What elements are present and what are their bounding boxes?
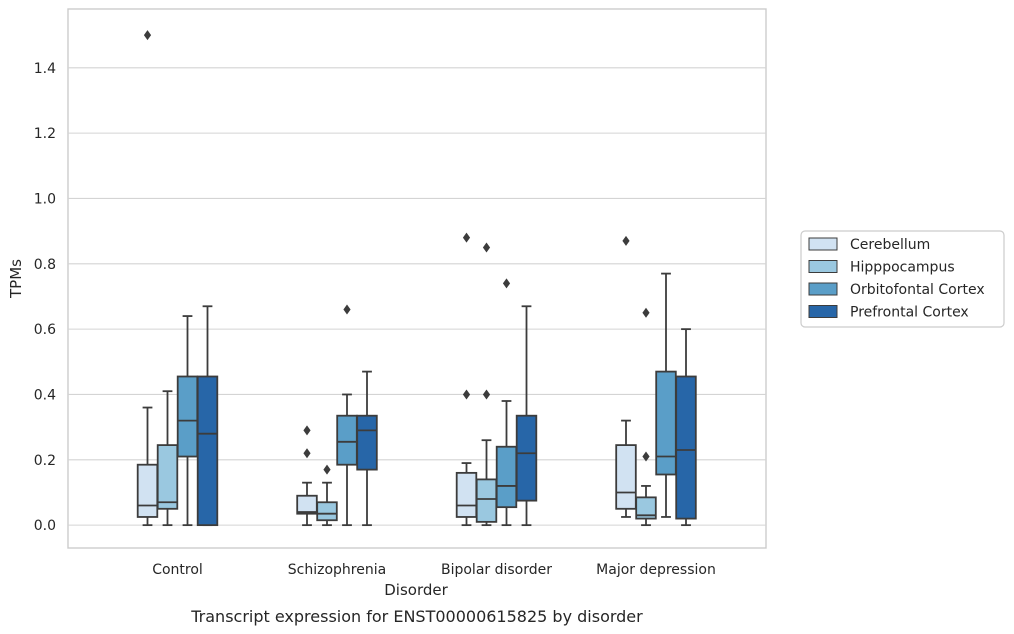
outlier-point bbox=[323, 464, 331, 475]
legend-frame bbox=[800, 230, 1005, 328]
outlier-point bbox=[143, 30, 152, 41]
y-tick-label: 0.2 bbox=[34, 453, 56, 469]
x-axis-ticks: Control Schizophrenia Bipolar disorder Majo… bbox=[152, 562, 716, 578]
x-axis-title: Disorder bbox=[384, 581, 448, 599]
y-tick-label: 1.2 bbox=[34, 126, 56, 142]
box-iqr bbox=[356, 414, 378, 471]
y-tick-label: 0.6 bbox=[34, 322, 56, 338]
box-iqr bbox=[316, 501, 338, 522]
legend-item: Orbitofontal Cortex bbox=[808, 282, 985, 298]
box-iqr bbox=[495, 445, 518, 509]
y-axis-title: TPMs bbox=[7, 259, 25, 299]
legend-item: Hipppocampus bbox=[808, 260, 955, 276]
legend-label: Cerebellum bbox=[850, 237, 930, 253]
legend-item: Cerebellum bbox=[808, 237, 930, 253]
box-prefrontal-cortex-4 bbox=[675, 328, 697, 527]
box-iqr bbox=[475, 478, 498, 523]
y-axis-ticks: 0.0 0.2 0.4 0.6 0.8 1.0 1.2 1.4 bbox=[34, 61, 56, 534]
plot-area bbox=[67, 8, 767, 549]
box-prefrontal-cortex-3 bbox=[515, 305, 538, 527]
box-hipppocampus-4 bbox=[635, 307, 657, 527]
box-iqr bbox=[675, 375, 697, 520]
box-hipppocampus-2 bbox=[316, 464, 338, 527]
x-tick-label: Control bbox=[152, 562, 203, 578]
chart-caption: Transcript expression for ENST0000061582… bbox=[190, 607, 643, 626]
box-cerebellum-1 bbox=[136, 30, 159, 527]
box-iqr bbox=[615, 444, 637, 510]
box-iqr bbox=[156, 444, 179, 510]
box-iqr bbox=[336, 414, 358, 466]
box-iqr bbox=[296, 494, 318, 515]
outlier-point bbox=[642, 307, 650, 318]
box-hipppocampus-3 bbox=[475, 242, 498, 527]
box-iqr bbox=[455, 471, 478, 518]
legend-label: Orbitofontal Cortex bbox=[850, 282, 985, 298]
box-iqr bbox=[655, 370, 677, 476]
legend-label: Hipppocampus bbox=[850, 260, 955, 276]
legend-item: Prefrontal Cortex bbox=[808, 305, 969, 321]
outlier-point bbox=[482, 389, 491, 400]
legend-swatch bbox=[808, 260, 838, 273]
outlier-point bbox=[502, 278, 511, 289]
legend-swatch bbox=[808, 305, 838, 318]
outlier-point bbox=[462, 232, 471, 243]
outlier-point bbox=[622, 235, 630, 246]
box-cerebellum-4 bbox=[615, 235, 637, 518]
box-iqr bbox=[515, 414, 538, 502]
box-prefrontal-cortex-1 bbox=[196, 305, 219, 527]
outlier-point bbox=[303, 425, 311, 436]
outlier-point bbox=[462, 389, 471, 400]
box-series bbox=[136, 30, 697, 527]
y-tick-label: 0.0 bbox=[34, 518, 56, 534]
outlier-point bbox=[303, 448, 311, 459]
legend-label: Prefrontal Cortex bbox=[850, 305, 969, 321]
box-iqr bbox=[176, 375, 199, 458]
box-prefrontal-cortex-2 bbox=[356, 370, 378, 527]
box-iqr bbox=[635, 496, 657, 520]
x-tick-label: Bipolar disorder bbox=[441, 562, 552, 578]
box-hipppocampus-1 bbox=[156, 390, 179, 527]
y-tick-label: 0.4 bbox=[34, 387, 56, 403]
x-tick-label: Major depression bbox=[596, 562, 716, 578]
legend-swatch bbox=[808, 282, 838, 296]
x-tick-label: Schizophrenia bbox=[288, 562, 386, 578]
legend: Cerebellum Hipppocampus Orbitofontal Corte… bbox=[800, 230, 1005, 328]
y-tick-label: 0.8 bbox=[34, 257, 56, 273]
legend-swatch bbox=[808, 237, 838, 251]
y-tick-label: 1.0 bbox=[34, 191, 56, 207]
box-iqr bbox=[196, 375, 219, 527]
box-orbitofontal-cortex-1 bbox=[176, 315, 199, 527]
outlier-point bbox=[343, 304, 351, 315]
outlier-point bbox=[642, 451, 650, 462]
outlier-point bbox=[482, 242, 491, 253]
box-orbitofontal-cortex-4 bbox=[655, 272, 677, 518]
box-iqr bbox=[136, 463, 159, 518]
box-cerebellum-2 bbox=[296, 425, 318, 527]
y-tick-label: 1.4 bbox=[34, 61, 56, 77]
